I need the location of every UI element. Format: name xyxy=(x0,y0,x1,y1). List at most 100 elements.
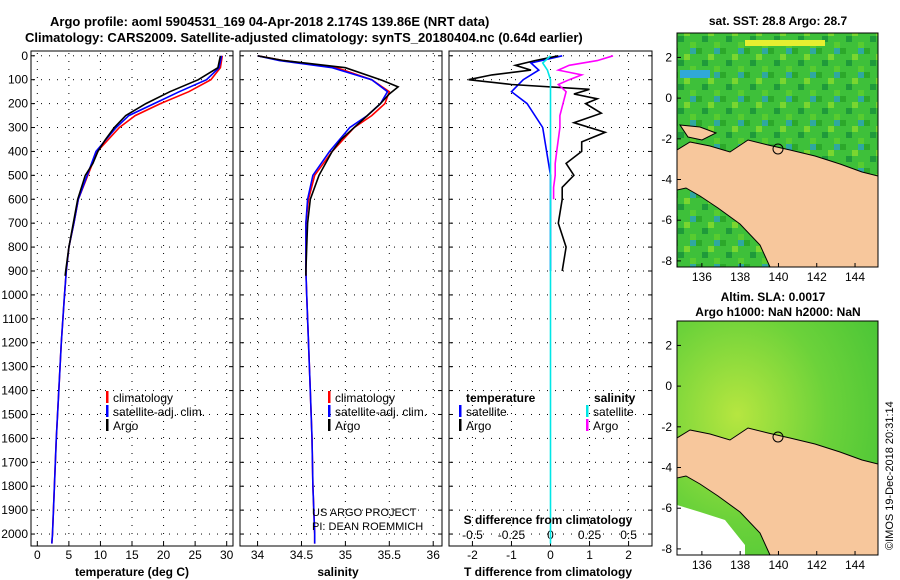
grid-dot xyxy=(628,205,630,206)
grid-dot xyxy=(161,270,162,272)
grid-dot xyxy=(510,253,512,254)
grid-dot xyxy=(394,270,395,272)
grid-dot xyxy=(547,413,548,415)
grid-dot xyxy=(510,493,512,494)
grid-dot xyxy=(627,222,628,224)
grid-dot xyxy=(635,318,636,320)
grid-dot xyxy=(274,366,275,368)
grid-dot xyxy=(459,127,460,129)
grid-dot xyxy=(510,373,512,374)
grid-dot xyxy=(163,389,165,390)
grid-dot xyxy=(36,125,38,126)
grid-dot xyxy=(169,127,170,129)
grid-dot xyxy=(370,366,371,368)
grid-dot xyxy=(306,366,307,368)
grid-dot xyxy=(547,103,548,105)
s-tick-label: 0.5 xyxy=(620,528,637,542)
grid-dot xyxy=(306,55,307,57)
grid-dot xyxy=(113,222,114,224)
grid-dot xyxy=(209,390,210,392)
grid-dot xyxy=(330,342,331,344)
grid-dot xyxy=(595,318,596,320)
grid-dot xyxy=(523,366,524,368)
grid-dot xyxy=(68,365,70,366)
grid-dot xyxy=(344,389,346,390)
grid-dot xyxy=(628,301,630,302)
grid-dot xyxy=(515,79,516,81)
grid-dot xyxy=(475,366,476,368)
grid-dot xyxy=(563,342,564,344)
grid-dot xyxy=(105,342,106,344)
grid-dot xyxy=(434,318,435,320)
grid-dot xyxy=(300,229,302,230)
grid-dot xyxy=(194,93,196,94)
grid-dot xyxy=(99,461,101,462)
grid-dot xyxy=(635,150,636,152)
grid-dot xyxy=(169,342,170,344)
grid-dot xyxy=(266,198,267,200)
grid-dot xyxy=(471,269,473,270)
grid-dot xyxy=(137,509,138,511)
grid-dot xyxy=(131,533,133,534)
grid-dot xyxy=(579,55,580,57)
grid-dot xyxy=(306,127,307,129)
grid-dot xyxy=(68,405,70,406)
grid-dot xyxy=(467,294,468,296)
grid-dot xyxy=(193,150,194,152)
grid-dot xyxy=(274,127,275,129)
grid-dot xyxy=(491,461,492,463)
grid-dot xyxy=(250,270,251,272)
grid-dot xyxy=(121,79,122,81)
grid-dot xyxy=(471,205,473,206)
grid-dot xyxy=(97,437,98,439)
grid-dot xyxy=(250,318,251,320)
grid-dot xyxy=(250,366,251,368)
grid-dot xyxy=(209,485,210,487)
grid-dot xyxy=(99,173,101,174)
grid-dot xyxy=(36,277,38,278)
grid-dot xyxy=(194,317,196,318)
grid-dot xyxy=(300,389,302,390)
grid-dot xyxy=(36,325,38,326)
series-line-temperature-argo xyxy=(468,55,608,272)
grid-dot xyxy=(555,413,556,415)
grid-dot xyxy=(257,77,259,78)
grid-dot xyxy=(57,150,58,152)
grid-dot xyxy=(131,501,133,502)
grid-dot xyxy=(201,127,202,129)
series-line-salinity-satellite xyxy=(541,55,552,544)
grid-dot xyxy=(201,461,202,463)
grid-dot xyxy=(300,261,302,262)
grid-dot xyxy=(471,509,473,510)
grid-dot xyxy=(491,103,492,105)
grid-dot xyxy=(354,390,355,392)
grid-dot xyxy=(193,198,194,200)
grid-dot xyxy=(169,485,170,487)
grid-dot xyxy=(354,461,355,463)
grid-dot xyxy=(314,55,315,57)
grid-dot xyxy=(635,270,636,272)
grid-dot xyxy=(266,318,267,320)
grid-dot xyxy=(432,77,434,78)
grid-dot xyxy=(65,79,66,81)
grid-dot xyxy=(113,533,114,535)
grid-dot xyxy=(68,77,70,78)
grid-dot xyxy=(467,390,468,392)
depth-tick-label: 1900 xyxy=(1,503,28,517)
grid-dot xyxy=(388,277,390,278)
grid-dot xyxy=(587,198,588,200)
grid-dot xyxy=(194,325,196,326)
grid-dot xyxy=(131,269,133,270)
grid-dot xyxy=(471,101,473,102)
grid-dot xyxy=(571,509,572,511)
grid-dot xyxy=(257,133,259,134)
grid-dot xyxy=(432,389,434,390)
sla-land-new-guinea xyxy=(677,427,878,555)
grid-dot xyxy=(201,55,202,57)
depth-gridlines xyxy=(31,55,652,535)
grid-dot xyxy=(225,485,226,487)
grid-dot xyxy=(595,485,596,487)
grid-dot xyxy=(225,127,226,129)
